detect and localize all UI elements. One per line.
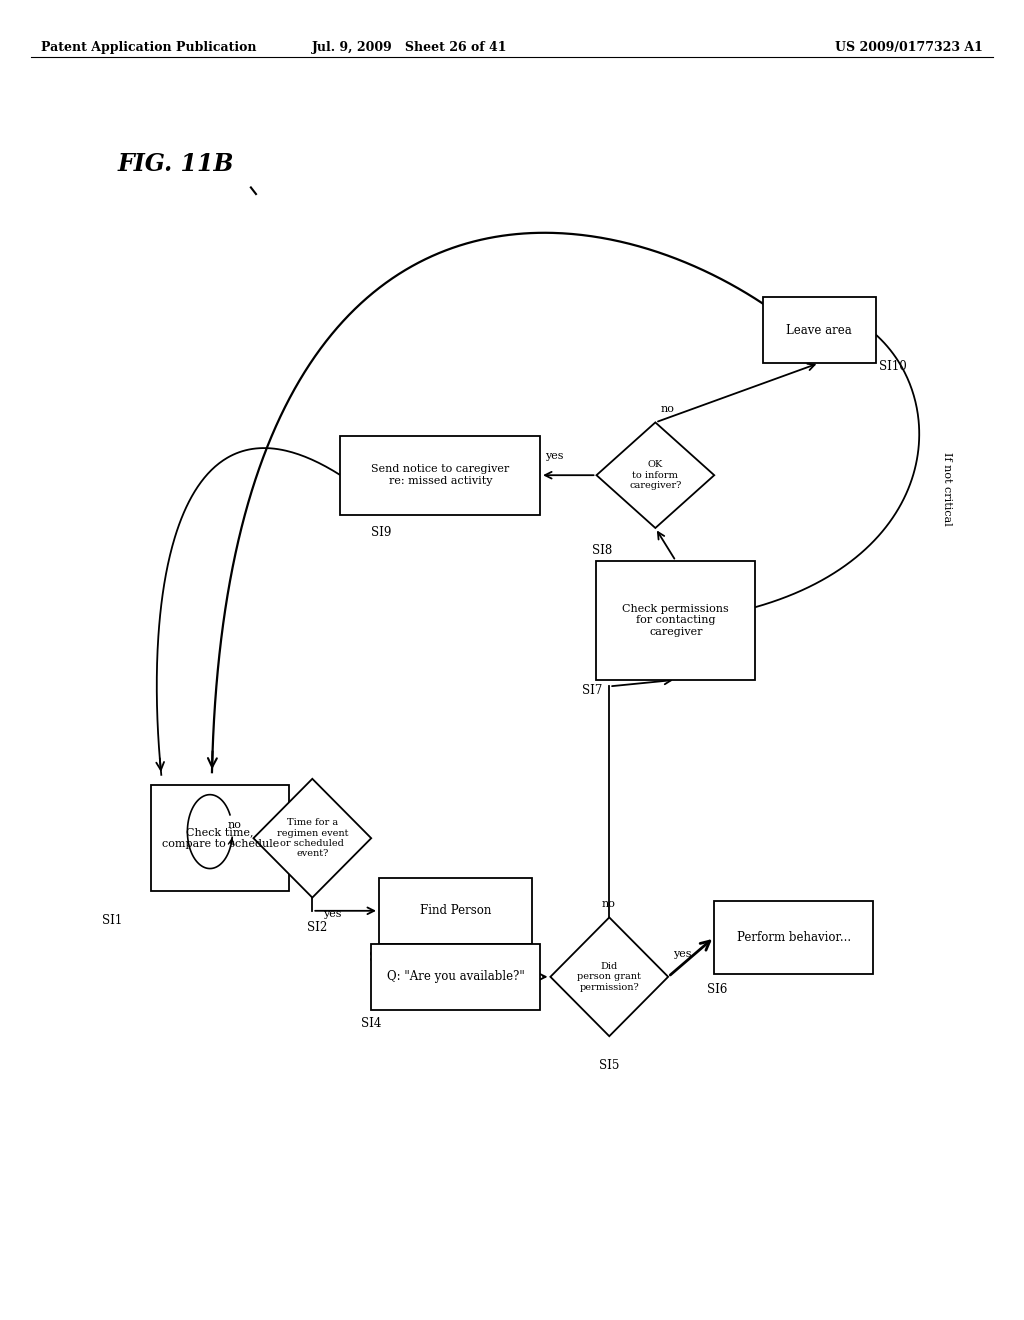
FancyBboxPatch shape xyxy=(340,436,541,515)
Text: Did
person grant
permission?: Did person grant permission? xyxy=(578,962,641,991)
Text: SI10: SI10 xyxy=(879,359,906,372)
FancyBboxPatch shape xyxy=(379,878,532,944)
Text: yes: yes xyxy=(545,451,564,462)
Text: no: no xyxy=(601,899,615,909)
Polygon shape xyxy=(596,422,715,528)
FancyBboxPatch shape xyxy=(371,944,541,1010)
Text: no: no xyxy=(660,404,675,414)
Text: Find Person: Find Person xyxy=(420,904,492,917)
Text: no: no xyxy=(227,820,242,830)
Text: SI2: SI2 xyxy=(307,920,328,933)
Text: Check time,
compare to schedule: Check time, compare to schedule xyxy=(162,828,279,849)
Text: FIG. 11B: FIG. 11B xyxy=(118,152,234,176)
Text: OK
to inform
caregiver?: OK to inform caregiver? xyxy=(629,461,682,490)
Text: Jul. 9, 2009   Sheet 26 of 41: Jul. 9, 2009 Sheet 26 of 41 xyxy=(312,41,507,54)
Text: SI5: SI5 xyxy=(599,1059,620,1072)
Text: Check permissions
for contacting
caregiver: Check permissions for contacting caregiv… xyxy=(623,603,729,638)
Polygon shape xyxy=(551,917,668,1036)
Text: SI6: SI6 xyxy=(707,982,727,995)
Text: Time for a
regimen event
or scheduled
event?: Time for a regimen event or scheduled ev… xyxy=(276,818,348,858)
Text: Leave area: Leave area xyxy=(786,323,852,337)
Text: SI3: SI3 xyxy=(369,950,389,964)
FancyBboxPatch shape xyxy=(152,785,289,891)
Text: Perform behavior...: Perform behavior... xyxy=(736,931,851,944)
Text: SI1: SI1 xyxy=(102,913,123,927)
Text: If not critical: If not critical xyxy=(942,451,952,525)
Text: SI9: SI9 xyxy=(371,525,391,539)
Text: Q: "Are you available?": Q: "Are you available?" xyxy=(387,970,524,983)
Text: SI4: SI4 xyxy=(361,1016,382,1030)
Text: SI7: SI7 xyxy=(582,684,602,697)
Text: yes: yes xyxy=(674,949,692,960)
FancyBboxPatch shape xyxy=(715,902,872,974)
Polygon shape xyxy=(254,779,371,898)
FancyBboxPatch shape xyxy=(763,297,876,363)
Text: yes: yes xyxy=(323,909,341,920)
FancyBboxPatch shape xyxy=(596,561,756,680)
Text: Send notice to caregiver
re: missed activity: Send notice to caregiver re: missed acti… xyxy=(371,465,510,486)
Text: SI8: SI8 xyxy=(592,544,612,557)
Text: Patent Application Publication: Patent Application Publication xyxy=(41,41,256,54)
Text: US 2009/0177323 A1: US 2009/0177323 A1 xyxy=(836,41,983,54)
